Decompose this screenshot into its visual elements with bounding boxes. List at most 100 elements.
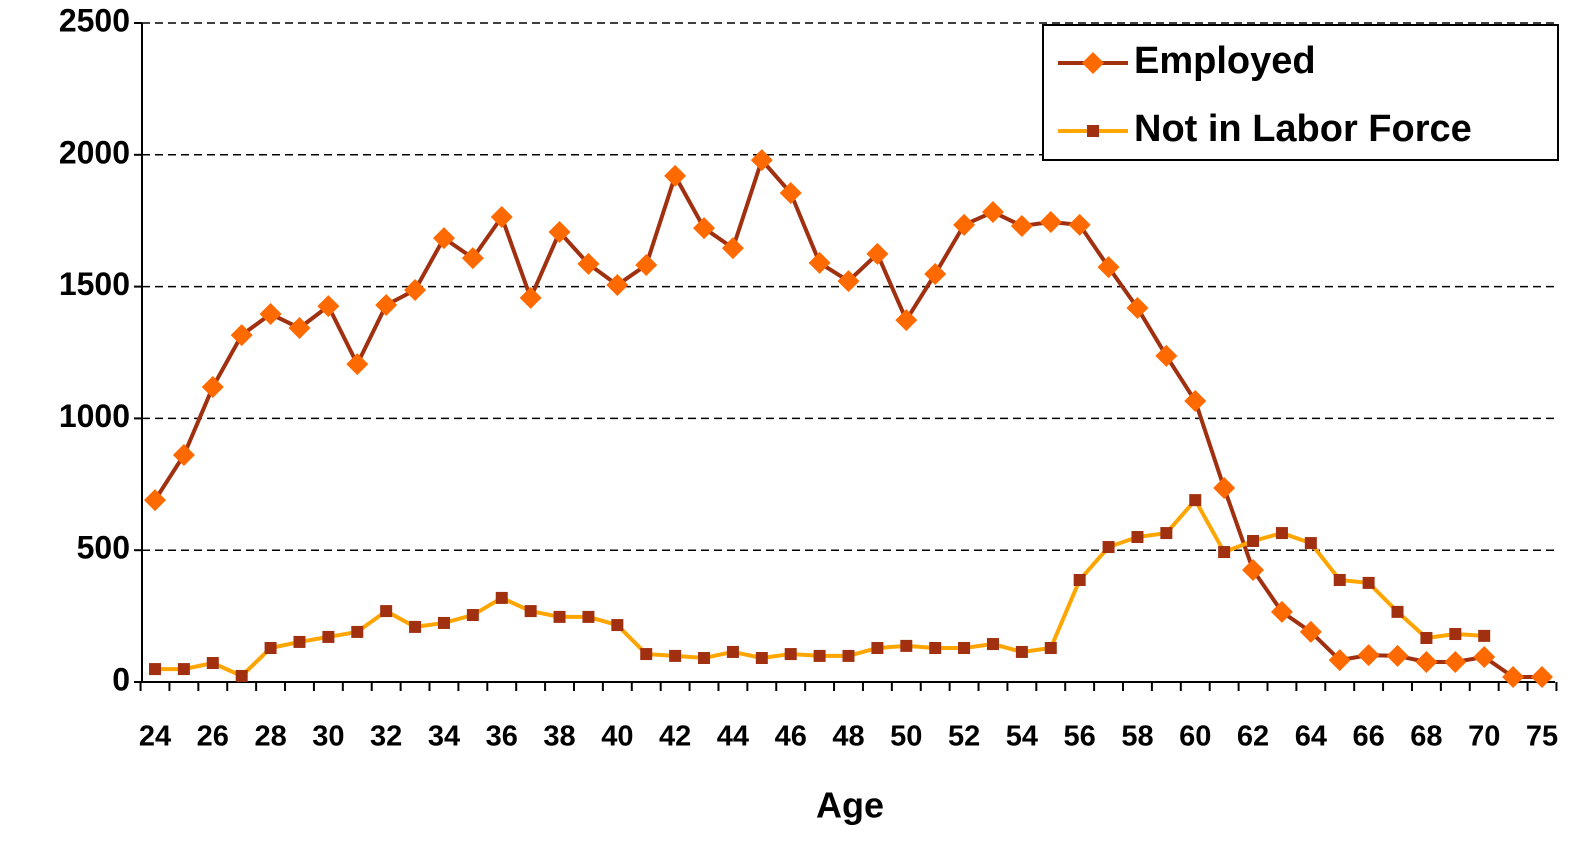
data-point <box>698 652 711 665</box>
data-point <box>172 444 195 467</box>
data-point <box>1160 527 1173 540</box>
data-point <box>750 149 773 172</box>
data-point <box>1068 213 1091 236</box>
legend-marker <box>1082 52 1104 74</box>
x-tick-label: 24 <box>139 721 171 753</box>
data-point <box>606 274 629 297</box>
data-point <box>779 182 802 205</box>
data-point <box>524 605 537 618</box>
data-point <box>1391 605 1404 618</box>
legend-box <box>1042 24 1559 161</box>
data-point <box>201 376 224 399</box>
x-tick-label: 70 <box>1468 721 1500 753</box>
data-point <box>986 638 999 651</box>
data-point <box>404 279 427 302</box>
data-point <box>929 641 942 654</box>
legend: Employed Not in Labor Force <box>1042 24 1559 161</box>
x-tick-label: 75 <box>1526 721 1558 753</box>
y-tick-label: 2500 <box>59 2 130 38</box>
data-point <box>288 316 311 339</box>
x-tick-label: 58 <box>1121 721 1153 753</box>
data-point <box>808 251 831 274</box>
data-point <box>322 630 335 643</box>
data-point <box>1189 494 1202 507</box>
x-tick-label: 30 <box>312 721 344 753</box>
data-point <box>1362 576 1375 589</box>
data-point <box>1039 211 1062 234</box>
x-tick-label: 34 <box>428 721 460 753</box>
data-point <box>755 652 768 665</box>
data-point <box>259 303 282 326</box>
data-point <box>1073 573 1086 586</box>
data-point <box>495 591 508 604</box>
data-point <box>813 649 826 662</box>
data-point <box>461 247 484 270</box>
y-tick-label: 500 <box>77 530 130 566</box>
data-point <box>1131 531 1144 544</box>
data-point <box>895 309 918 332</box>
data-point <box>1184 390 1207 413</box>
data-point <box>837 270 860 293</box>
data-point <box>1299 620 1322 643</box>
data-point <box>351 625 364 638</box>
x-tick-label: 50 <box>890 721 922 753</box>
data-point <box>866 242 889 265</box>
data-point <box>1270 600 1293 623</box>
data-point <box>1015 645 1028 658</box>
legend-label: Not in Labor Force <box>1134 108 1472 150</box>
data-point <box>1478 629 1491 642</box>
x-tick-label: 32 <box>370 721 402 753</box>
data-point <box>1415 650 1438 673</box>
data-point <box>548 221 571 244</box>
data-point <box>177 663 190 676</box>
legend-label: Employed <box>1134 40 1316 82</box>
x-tick-label: 64 <box>1295 721 1327 753</box>
x-tick-label: 60 <box>1179 721 1211 753</box>
data-point <box>958 641 971 654</box>
data-point <box>1304 537 1317 550</box>
x-tick-label: 46 <box>775 721 807 753</box>
data-point <box>721 237 744 260</box>
data-point <box>519 286 542 309</box>
data-point <box>409 620 422 633</box>
data-point <box>1449 628 1462 641</box>
data-point <box>1102 541 1115 554</box>
data-point <box>235 669 248 682</box>
data-point <box>144 489 166 512</box>
x-tick-label: 62 <box>1237 721 1269 753</box>
data-point <box>1010 214 1033 237</box>
series-line <box>155 496 1485 679</box>
data-point <box>380 605 393 618</box>
y-tick-label: 1000 <box>59 398 130 434</box>
data-point <box>317 295 340 318</box>
data-point <box>553 610 566 623</box>
x-tick-label: 56 <box>1064 721 1096 753</box>
data-point <box>640 648 653 661</box>
y-tick-label: 0 <box>112 661 130 697</box>
data-point <box>1097 256 1120 279</box>
x-tick-label: 52 <box>948 721 980 753</box>
data-point <box>1333 573 1346 586</box>
data-point <box>466 609 479 622</box>
data-point <box>490 206 513 229</box>
data-point <box>206 657 219 670</box>
y-tick-label: 1500 <box>59 266 130 302</box>
data-point <box>1531 665 1553 688</box>
data-point <box>1155 344 1178 367</box>
x-tick-label: 66 <box>1352 721 1384 753</box>
data-point <box>842 649 855 662</box>
x-tick-label: 54 <box>1006 721 1038 753</box>
data-point <box>1126 296 1149 319</box>
data-point <box>293 635 306 648</box>
data-point <box>1044 641 1057 654</box>
x-tick-label: 44 <box>717 721 749 753</box>
x-tick-label: 26 <box>197 721 229 753</box>
data-point <box>871 641 884 654</box>
data-point <box>432 227 455 250</box>
data-point <box>784 648 797 661</box>
data-point <box>437 616 450 629</box>
data-point <box>149 663 161 676</box>
data-point <box>726 645 739 658</box>
data-point <box>1357 644 1380 667</box>
